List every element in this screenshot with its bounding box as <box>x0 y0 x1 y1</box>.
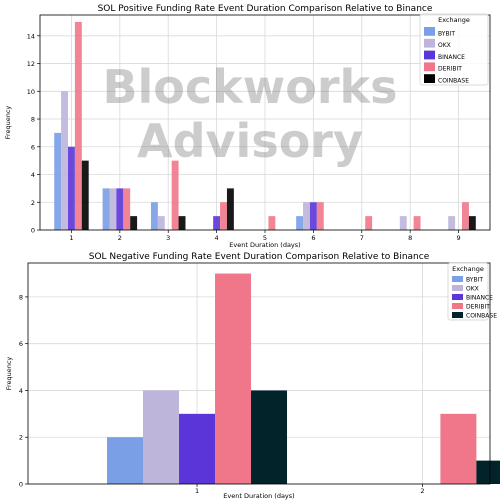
bottom-legend-swatch-deribit <box>452 303 463 309</box>
bottom-y-axis-label: Frequency <box>5 357 13 391</box>
top-bar-binance <box>309 202 317 230</box>
top-bar-deribit <box>268 216 276 230</box>
top-legend-swatch-deribit <box>424 62 435 72</box>
bottom-y-tick-label: 0 <box>19 481 23 489</box>
top-bar-coinbase <box>468 216 476 230</box>
top-bar-okx <box>448 216 456 230</box>
top-bar-deribit <box>74 21 82 230</box>
top-bar-okx <box>109 188 117 230</box>
top-bar-bybit <box>296 216 304 230</box>
top-y-tick-label: 12 <box>27 60 35 68</box>
bottom-x-axis-label: Event Duration (days) <box>223 492 294 500</box>
top-plot-frame <box>39 14 491 231</box>
bottom-y-tick-label: 6 <box>19 340 23 348</box>
top-legend-label-deribit: DERIBIT <box>438 66 462 73</box>
top-bar-okx <box>61 91 69 231</box>
top-bar-okx <box>303 202 310 230</box>
top-bar-deribit <box>413 216 421 230</box>
bottom-y-tick-label: 8 <box>19 293 23 301</box>
top-legend-box <box>419 13 489 86</box>
top-x-tick-label: 1 <box>69 234 73 242</box>
bottom-bar-deribit <box>440 413 477 484</box>
top-bar-binance <box>116 188 124 230</box>
bottom-bar-bybit <box>107 437 144 484</box>
top-bar-okx <box>157 216 165 230</box>
top-x-tick-label: 8 <box>408 234 412 242</box>
bottom-y-tick-label: 2 <box>19 434 23 442</box>
top-bar-bybit <box>54 132 62 230</box>
top-x-tick-label: 6 <box>311 234 315 242</box>
bottom-x-tick-label: 1 <box>195 487 199 495</box>
top-chart-title: SOL Positive Funding Rate Event Duration… <box>98 4 433 14</box>
top-x-tick-label: 4 <box>215 234 219 242</box>
top-x-tick-label: 5 <box>263 234 267 242</box>
top-legend-label-binance: BINANCE <box>438 54 465 61</box>
top-legend-swatch-coinbase <box>424 74 435 83</box>
top-x-tick-label: 9 <box>456 234 460 242</box>
bottom-bar-deribit <box>215 273 252 484</box>
top-legend-title: Exchange <box>438 16 470 24</box>
bottom-legend-label-bybit: BYBIT <box>466 277 483 284</box>
top-bar-coinbase <box>130 216 138 230</box>
top-legend-label-bybit: BYBIT <box>438 30 455 37</box>
bottom-legend-title: Exchange <box>452 265 484 273</box>
bottom-y-tick-label: 4 <box>19 387 23 395</box>
top-bar-binance <box>68 146 75 230</box>
top-bar-deribit <box>461 202 469 230</box>
top-x-tick-label: 3 <box>166 234 170 242</box>
top-bar-deribit <box>365 216 373 230</box>
top-bar-binance <box>213 216 221 230</box>
top-bar-okx <box>399 216 407 230</box>
top-bar-coinbase <box>81 160 89 230</box>
top-bar-coinbase <box>226 188 234 230</box>
top-x-tick-label: 2 <box>118 234 122 242</box>
top-bar-deribit <box>220 202 227 230</box>
top-y-axis-label: Frequency <box>4 106 12 140</box>
top-y-tick-label: 2 <box>31 199 35 207</box>
top-bar-bybit <box>150 202 158 230</box>
top-legend-label-coinbase: COINBASE <box>438 78 469 85</box>
top-bar-coinbase <box>178 216 186 230</box>
top-legend-swatch-okx <box>424 38 435 48</box>
top-y-tick-label: 0 <box>31 227 35 235</box>
top-y-tick-label: 4 <box>31 171 35 179</box>
top-legend-label-okx: OKX <box>438 42 451 49</box>
bottom-legend-swatch-coinbase <box>452 312 463 318</box>
bottom-x-tick-label: 2 <box>420 487 424 495</box>
bottom-chart-title: SOL Negative Funding Rate Event Duration… <box>89 252 430 262</box>
bottom-legend-swatch-bybit <box>452 276 463 282</box>
top-x-tick-label: 7 <box>360 234 364 242</box>
top-bar-deribit <box>123 188 131 230</box>
top-x-axis-label: Event Duration (days) <box>229 241 300 249</box>
top-legend-swatch-binance <box>424 50 435 60</box>
bottom-bar-okx <box>143 390 180 484</box>
bottom-legend-label-binance: BINANCE <box>466 295 493 302</box>
top-y-tick-label: 6 <box>31 143 35 151</box>
bottom-bar-coinbase <box>476 460 500 484</box>
top-y-tick-label: 10 <box>27 88 35 96</box>
bottom-legend-label-okx: OKX <box>466 286 479 293</box>
top-bar-bybit <box>102 188 110 230</box>
bottom-legend-swatch-okx <box>452 285 463 291</box>
bottom-legend-label-deribit: DERIBIT <box>466 304 490 311</box>
bottom-bar-coinbase <box>251 390 288 484</box>
top-legend-swatch-bybit <box>424 27 435 36</box>
bottom-legend-label-coinbase: COINBASE <box>466 313 497 320</box>
top-bar-deribit <box>171 160 179 230</box>
top-y-tick-label: 8 <box>31 116 35 124</box>
top-bar-deribit <box>316 202 324 230</box>
bottom-bar-binance <box>179 413 216 484</box>
bottom-legend-swatch-binance <box>452 294 463 300</box>
bottom-plot-frame <box>27 262 491 485</box>
top-y-tick-label: 14 <box>27 32 35 40</box>
